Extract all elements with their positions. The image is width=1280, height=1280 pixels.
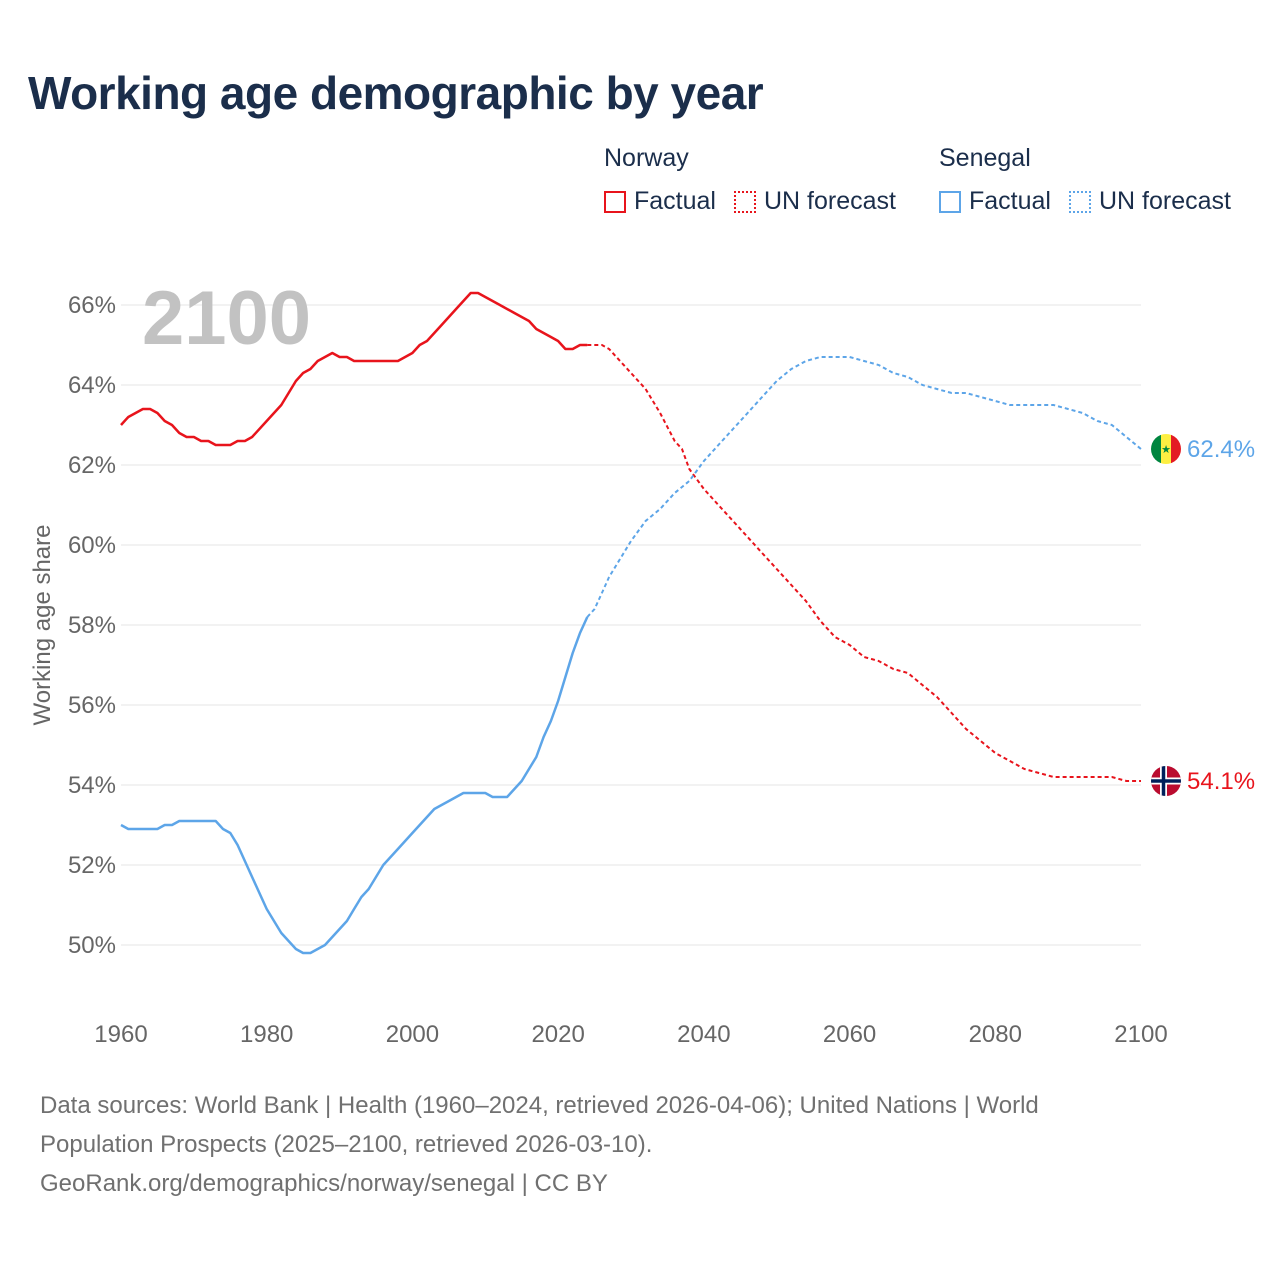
- line-chart: 2100 50% 52% 54% 56% 58% 60% 62% 64% 66% 1960 198…: [29, 276, 1255, 1048]
- legend-label: UN forecast: [1098, 187, 1231, 215]
- x-tick-label: 1980: [240, 1021, 293, 1048]
- legend-item-senegal-forecast[interactable]: UN forecast: [1068, 187, 1231, 216]
- series-norway-end-label: 54.1%: [1187, 768, 1255, 795]
- year-display: 2100: [142, 276, 311, 361]
- x-tick-label: 2020: [531, 1021, 584, 1048]
- x-tick-label: 2100: [1114, 1021, 1167, 1048]
- series-senegal-end-label: 62.4%: [1187, 436, 1255, 463]
- y-tick-label: 64%: [68, 372, 116, 399]
- series-norway-forecast-line[interactable]: [587, 344, 1141, 782]
- legend-item-norway-forecast[interactable]: UN forecast: [733, 187, 896, 216]
- y-tick-label: 60%: [68, 532, 116, 559]
- series-norway-factual-line[interactable]: [120, 291, 588, 447]
- footer-attribution[interactable]: GeoRank.org/demographics/norway/senegal …: [40, 1170, 608, 1197]
- y-axis-label: Working age share: [29, 525, 56, 726]
- legend-label: Factual: [969, 187, 1051, 215]
- y-tick-label: 52%: [68, 852, 116, 879]
- legend-swatch-dotted: [1068, 190, 1091, 213]
- legend-group-senegal: Senegal Factual UN forecast: [939, 144, 1249, 216]
- y-tick-label: 58%: [68, 612, 116, 639]
- senegal-flag-icon: ★: [1151, 434, 1181, 464]
- series-senegal-forecast-line[interactable]: [586, 356, 1142, 618]
- series-senegal-factual-line[interactable]: [120, 616, 589, 955]
- legend-item-norway-factual[interactable]: Factual: [604, 187, 716, 216]
- legend-item-senegal-factual[interactable]: Factual: [939, 187, 1051, 216]
- legend-group-norway: Norway Factual UN forecast: [604, 144, 914, 216]
- series-group: [120, 291, 1142, 955]
- x-tick-label: 2000: [386, 1021, 439, 1048]
- legend-group-name: Senegal: [939, 144, 1031, 172]
- norway-flag-icon: [1151, 766, 1181, 796]
- end-markers: 54.1% ★ 62.4%: [1151, 434, 1255, 796]
- svg-text:★: ★: [1161, 443, 1171, 456]
- x-tick-label: 2040: [677, 1021, 730, 1048]
- x-tick-label: 1960: [94, 1021, 147, 1048]
- y-tick-label: 62%: [68, 452, 116, 479]
- legend-swatch-solid: [604, 190, 626, 213]
- legend-swatch-solid: [939, 190, 961, 213]
- grid-lines: [121, 304, 1141, 946]
- legend-label: UN forecast: [763, 187, 896, 215]
- footer: Data sources: World Bank | Health (1960–…: [40, 1086, 1240, 1203]
- y-tick-label: 54%: [68, 772, 116, 799]
- legend-swatch-dotted: [733, 190, 756, 213]
- y-tick-label: 50%: [68, 932, 116, 959]
- legend-label: Factual: [634, 187, 716, 215]
- legend-group-name: Norway: [604, 144, 689, 172]
- x-axis-ticks: 1960 1980 2000 2020 2040 2060 2080 2100: [94, 1021, 1167, 1048]
- y-tick-label: 66%: [68, 292, 116, 319]
- y-axis-ticks: 50% 52% 54% 56% 58% 60% 62% 64% 66%: [68, 292, 116, 959]
- y-tick-label: 56%: [68, 692, 116, 719]
- x-tick-label: 2080: [969, 1021, 1022, 1048]
- footer-sources-line2: Population Prospects (2025–2100, retriev…: [40, 1131, 653, 1158]
- chart-title: Working age demographic by year: [28, 67, 764, 119]
- x-tick-label: 2060: [823, 1021, 876, 1048]
- footer-sources-line1: Data sources: World Bank | Health (1960–…: [40, 1092, 1039, 1119]
